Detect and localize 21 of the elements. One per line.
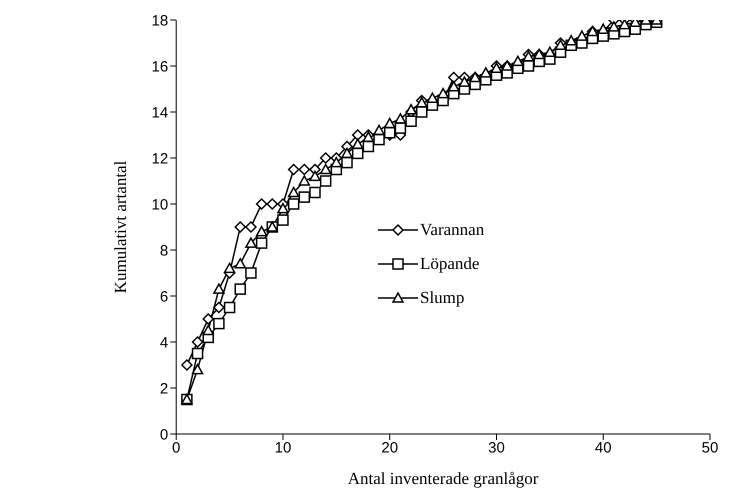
y-tick-label: 12 [152,150,168,168]
legend-label: Löpande [420,254,480,274]
x-tick-label: 0 [172,440,180,457]
x-tick-label: 30 [488,440,505,457]
y-tick-label: 0 [160,426,168,444]
x-tick-label: 20 [381,440,398,457]
y-tick-label: 2 [160,380,168,398]
y-tick-label: 4 [160,334,168,352]
y-tick-label: 18 [152,12,168,30]
x-tick-label: 10 [274,440,292,457]
y-tick-label: 14 [152,104,168,122]
legend-label: Slump [420,288,464,308]
y-tick-label: 16 [152,58,168,76]
y-tick-label: 10 [152,196,168,214]
x-tick-label: 50 [702,440,718,457]
y-axis-title: Kumulativt artantal [111,160,130,294]
y-tick-label: 8 [160,242,168,260]
x-tick-label: 40 [594,440,612,457]
y-tick-label: 6 [160,288,168,306]
x-axis-title: Antal inventerade granlågor [348,469,539,488]
legend-label: Varannan [420,220,484,240]
